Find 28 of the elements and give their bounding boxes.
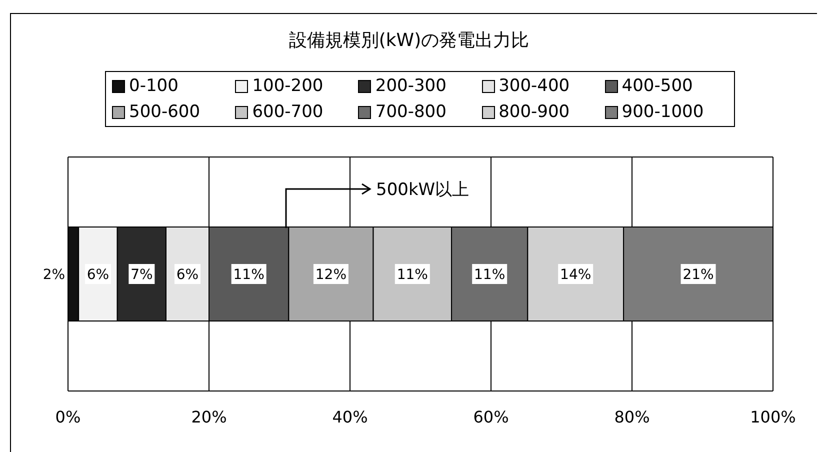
data-label: 6% bbox=[86, 267, 110, 283]
legend-label: 300-400 bbox=[498, 76, 570, 96]
legend-label: 800-900 bbox=[498, 102, 570, 122]
annotation: 500kW以上 bbox=[376, 180, 470, 200]
x-tick-label: 80% bbox=[614, 407, 650, 426]
legend-label: 100-200 bbox=[252, 76, 324, 96]
data-label: 6% bbox=[176, 267, 199, 283]
data-label: 11% bbox=[396, 267, 428, 283]
x-tick-label: 0% bbox=[55, 407, 81, 426]
legend-label: 900-1000 bbox=[622, 102, 704, 122]
x-tick-label: 100% bbox=[750, 407, 796, 426]
data-label: 11% bbox=[233, 267, 264, 283]
data-label: 12% bbox=[315, 267, 347, 283]
chart-title: 設備規模別(kW)の発電出力比 bbox=[288, 29, 530, 52]
x-tick-label: 20% bbox=[191, 407, 227, 426]
legend-label: 400-500 bbox=[622, 76, 693, 96]
data-label: 7% bbox=[130, 267, 153, 283]
legend-label: 200-300 bbox=[375, 76, 446, 96]
legend-label: 0-100 bbox=[129, 76, 178, 96]
legend-label: 600-700 bbox=[252, 102, 324, 122]
data-label: 2% bbox=[42, 267, 66, 283]
legend-label: 700-800 bbox=[375, 102, 446, 122]
x-tick-label: 40% bbox=[332, 407, 368, 426]
data-label: 11% bbox=[474, 267, 506, 283]
data-label: 14% bbox=[560, 267, 592, 283]
legend-label: 500-600 bbox=[129, 102, 200, 122]
x-tick-label: 60% bbox=[473, 407, 509, 426]
data-label: 21% bbox=[682, 267, 714, 283]
